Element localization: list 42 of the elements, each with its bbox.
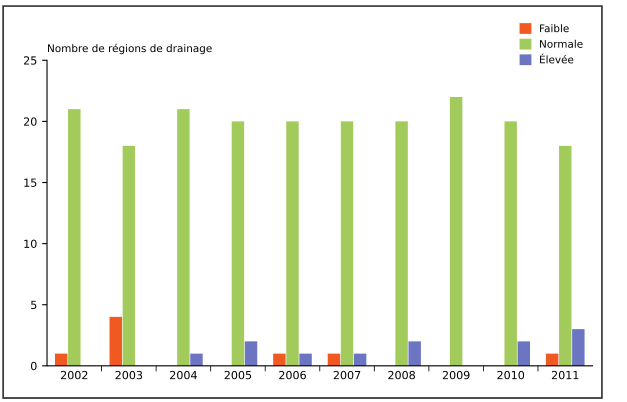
bar xyxy=(328,354,340,366)
bar xyxy=(190,354,203,366)
x-tick-label: 2009 xyxy=(442,370,470,380)
bar xyxy=(122,146,136,366)
y-tick-label: 0 xyxy=(30,362,37,370)
bar xyxy=(408,341,421,366)
x-tick-label: 2011 xyxy=(552,370,578,380)
bar xyxy=(518,341,530,366)
bar xyxy=(232,121,244,366)
legend-label: Élevée xyxy=(540,54,574,64)
legend-label: Normale xyxy=(540,40,583,48)
x-tick-label: 2004 xyxy=(170,370,197,380)
y-axis-title: Nombre de régions de drainage xyxy=(48,44,212,54)
bar xyxy=(546,354,558,366)
y-tick-label: 25 xyxy=(24,56,36,65)
bar xyxy=(110,316,122,366)
bar xyxy=(273,354,286,366)
bar xyxy=(450,96,462,366)
bar xyxy=(354,354,366,366)
bar xyxy=(395,121,408,366)
x-tick-label: 2006 xyxy=(279,370,306,380)
legend-label: Faible xyxy=(540,24,569,32)
x-tick-label: 2010 xyxy=(497,370,524,380)
bar xyxy=(559,146,572,366)
y-tick-label: 15 xyxy=(24,178,36,187)
y-tick-label: 20 xyxy=(24,117,37,126)
x-tick-label: 2007 xyxy=(334,370,360,380)
y-tick-label: 5 xyxy=(31,300,36,310)
bar xyxy=(68,109,81,366)
x-tick-label: 2005 xyxy=(224,370,252,380)
bar xyxy=(299,354,312,366)
bar xyxy=(177,109,190,366)
bar xyxy=(504,121,517,366)
bar xyxy=(286,121,299,366)
x-tick-label: 2003 xyxy=(116,370,142,380)
x-tick-label: 2002 xyxy=(60,370,88,380)
x-tick-label: 2008 xyxy=(388,370,415,380)
y-tick-label: 10 xyxy=(24,240,37,248)
bar xyxy=(54,354,68,366)
bar xyxy=(572,329,585,366)
bar xyxy=(244,341,258,366)
bar xyxy=(340,121,354,366)
